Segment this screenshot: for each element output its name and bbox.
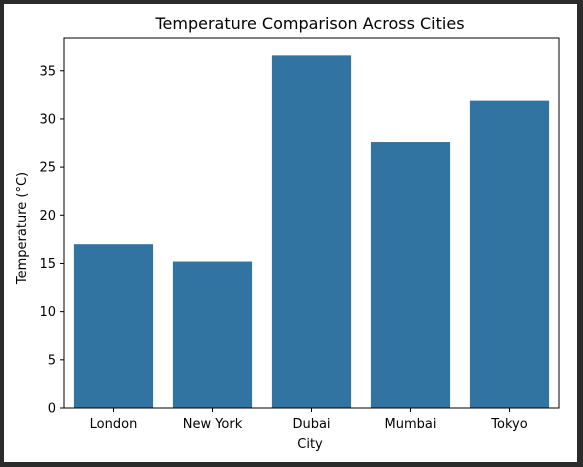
y-tick-label: 10	[39, 305, 56, 320]
bar-chart: Temperature Comparison Across Cities Lon…	[15, 14, 560, 452]
y-tick-label: 5	[48, 353, 56, 368]
y-tick-label: 15	[39, 257, 56, 272]
y-tick-label: 25	[39, 161, 56, 176]
figure: Temperature Comparison Across Cities Lon…	[4, 4, 577, 462]
x-tick-label: London	[90, 417, 138, 432]
x-tick-label: Tokyo	[490, 417, 527, 432]
x-tick-label: Mumbai	[385, 417, 437, 432]
chart-title: Temperature Comparison Across Cities	[154, 14, 464, 33]
y-axis: 0 5 10 15 20 25 30 35	[39, 64, 64, 417]
y-tick-label: 30	[39, 112, 56, 127]
bar-tokyo	[469, 100, 550, 408]
bar-mumbai	[370, 142, 451, 408]
y-axis-label: Temperature (°C)	[15, 172, 30, 285]
bar-dubai	[271, 55, 352, 408]
y-tick-label: 0	[48, 402, 56, 417]
y-tick-label: 20	[39, 209, 56, 224]
bars-group	[73, 55, 550, 408]
y-tick-label: 35	[39, 64, 56, 79]
x-tick-label: Dubai	[292, 417, 330, 432]
x-tick-label: New York	[183, 417, 243, 432]
x-axis-label: City	[297, 437, 323, 452]
bar-new-york	[172, 261, 253, 408]
plot-frame	[63, 37, 560, 409]
x-axis: London New York Dubai Mumbai Tokyo	[90, 408, 528, 432]
bar-london	[73, 244, 154, 408]
